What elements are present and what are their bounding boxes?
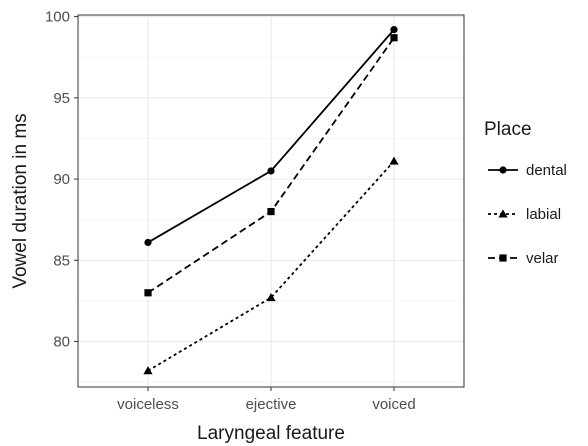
- data-point-velar: [144, 289, 152, 297]
- x-axis-title: Laryngeal feature: [197, 423, 345, 444]
- y-axis-title: Vowel duration in ms: [10, 113, 31, 288]
- x-tick-label: voiced: [372, 396, 415, 413]
- data-point-labial: [266, 293, 276, 302]
- y-axis: 80 85 90 95 100: [45, 9, 78, 351]
- legend-label-velar: velar: [526, 250, 559, 267]
- data-point-labial: [143, 366, 153, 375]
- x-axis: voiceless ejective voiced: [117, 387, 416, 413]
- y-tick-label: 95: [53, 90, 70, 107]
- data-point-velar: [390, 34, 398, 42]
- y-tick-label: 90: [53, 171, 70, 188]
- plot-grid: [78, 15, 464, 387]
- legend-label-dental: dental: [526, 162, 567, 179]
- series-line-labial: [147, 160, 395, 372]
- x-tick-label: voiceless: [117, 396, 179, 413]
- data-point-dental: [390, 26, 398, 34]
- legend: Place dental labial velar: [484, 119, 567, 267]
- data-point-velar: [267, 207, 275, 216]
- plot-series: [143, 26, 399, 375]
- legend-key-marker-dental: [499, 166, 507, 174]
- y-tick-label: 100: [45, 9, 70, 26]
- legend-label-labial: labial: [526, 206, 561, 223]
- legend-title: Place: [484, 119, 532, 140]
- data-point-dental: [267, 167, 275, 175]
- data-point-dental: [144, 238, 152, 247]
- y-tick-label: 80: [53, 334, 70, 351]
- x-tick-label: ejective: [246, 396, 297, 413]
- legend-key-marker-labial: [498, 209, 508, 218]
- legend-key-marker-velar: [499, 254, 507, 262]
- y-tick-label: 85: [53, 252, 70, 269]
- data-point-labial: [389, 156, 399, 165]
